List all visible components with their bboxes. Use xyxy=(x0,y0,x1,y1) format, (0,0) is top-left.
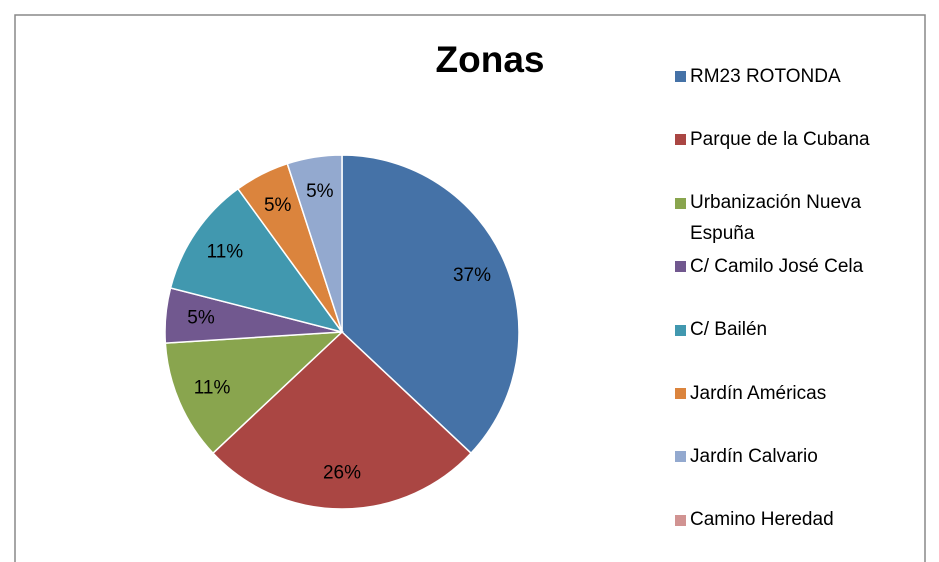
chart-title: Zonas xyxy=(436,39,545,80)
chart-border xyxy=(14,14,926,562)
pie-slice xyxy=(341,154,520,455)
legend-swatch xyxy=(675,324,686,336)
legend-label: Jardín Calvario xyxy=(690,445,818,467)
pie-slice xyxy=(286,154,343,333)
legend-swatch xyxy=(675,514,686,526)
data-label: 26% xyxy=(323,463,361,484)
data-label: 5% xyxy=(264,195,292,216)
legend-swatch xyxy=(675,134,686,146)
legend-label: C/ Camilo José Cela xyxy=(690,255,864,277)
legend-label: Parque de la Cubana xyxy=(690,128,870,150)
data-label: 37% xyxy=(453,265,491,286)
pie-slice xyxy=(164,331,345,455)
legend-label: Camino Heredad xyxy=(690,509,834,531)
legend-swatch xyxy=(675,197,686,209)
pie-slice xyxy=(211,330,473,510)
legend-label: C/ Bailén xyxy=(690,319,768,341)
legend-swatch xyxy=(675,261,686,273)
legend-swatch xyxy=(675,451,686,463)
data-label: 5% xyxy=(187,308,215,329)
pie-slice xyxy=(169,187,344,334)
legend-label: Urbanización Nueva Espuña xyxy=(690,192,862,245)
legend-label: RM23 ROTONDA xyxy=(690,65,841,87)
legend-label: Jardín Américas xyxy=(690,382,827,404)
data-label: 11% xyxy=(207,241,244,262)
data-label: 5% xyxy=(306,181,334,202)
data-label: 11% xyxy=(194,377,231,398)
legend-swatch xyxy=(675,71,686,82)
legend-swatch xyxy=(675,388,686,399)
